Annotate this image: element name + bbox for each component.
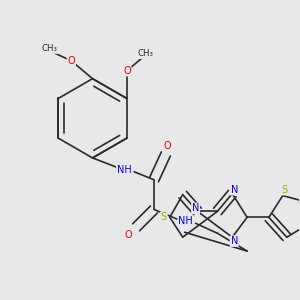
Text: N: N [230,184,238,195]
Text: O: O [163,141,171,151]
Text: O: O [124,230,132,240]
Text: N: N [192,203,199,214]
Text: N: N [230,236,238,246]
Text: S: S [282,184,288,195]
Text: CH₃: CH₃ [42,44,58,53]
Text: CH₃: CH₃ [137,49,154,58]
Text: NH: NH [178,216,193,226]
Text: S: S [161,212,167,222]
Text: NH: NH [117,165,132,175]
Text: O: O [123,66,131,76]
Text: O: O [68,56,75,66]
